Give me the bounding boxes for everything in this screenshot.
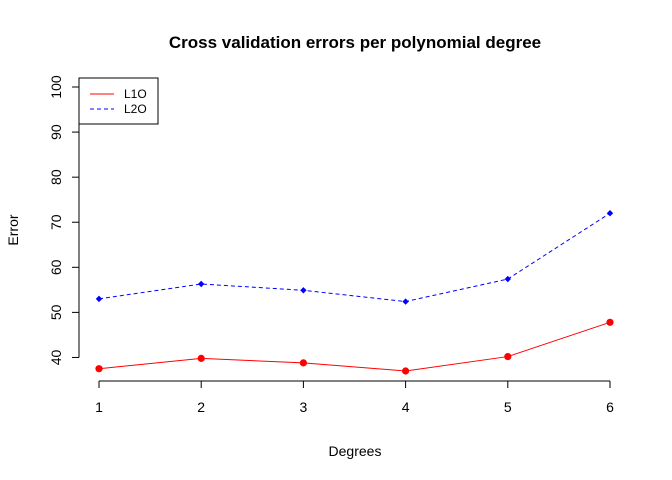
y-tick-label: 80 [48, 169, 64, 185]
series-line [98, 321, 611, 372]
legend-box [78, 77, 159, 125]
x-axis: 1 2 3 4 5 6 [95, 380, 614, 415]
y-axis-label: Error [5, 214, 21, 245]
chart-title: Cross validation errors per polynomial d… [169, 33, 541, 52]
x-axis-label: Degrees [329, 443, 382, 459]
series-l1o [95, 318, 614, 375]
series-l2o [95, 210, 614, 305]
y-tick-label: 40 [48, 349, 64, 365]
series-line [98, 212, 611, 303]
data-point [95, 295, 103, 303]
y-tick-label: 100 [48, 75, 64, 99]
x-tick-label: 5 [504, 399, 512, 415]
data-point [606, 210, 614, 217]
y-tick-label: 50 [48, 304, 64, 320]
x-tick-label: 1 [95, 399, 103, 415]
x-tick-label: 4 [402, 399, 410, 415]
data-point [300, 287, 307, 294]
data-point [197, 354, 205, 362]
data-point [299, 359, 307, 367]
data-point [504, 352, 512, 361]
data-point [402, 298, 409, 305]
data-point [402, 367, 410, 375]
x-tick-label: 6 [606, 399, 614, 415]
y-tick-label: 90 [48, 124, 64, 140]
legend-label: L2O [124, 102, 147, 116]
data-point [198, 280, 205, 288]
data-point [606, 318, 614, 326]
y-axis: 40 50 60 70 80 90 100 [48, 75, 80, 365]
data-point [95, 365, 103, 373]
y-tick-label: 60 [48, 259, 64, 275]
data-point [504, 275, 511, 283]
y-tick-label: 70 [48, 214, 64, 230]
x-tick-label: 3 [300, 399, 308, 415]
x-tick-label: 2 [197, 399, 205, 415]
legend-label: L1O [124, 87, 147, 101]
series-layer [95, 210, 614, 375]
